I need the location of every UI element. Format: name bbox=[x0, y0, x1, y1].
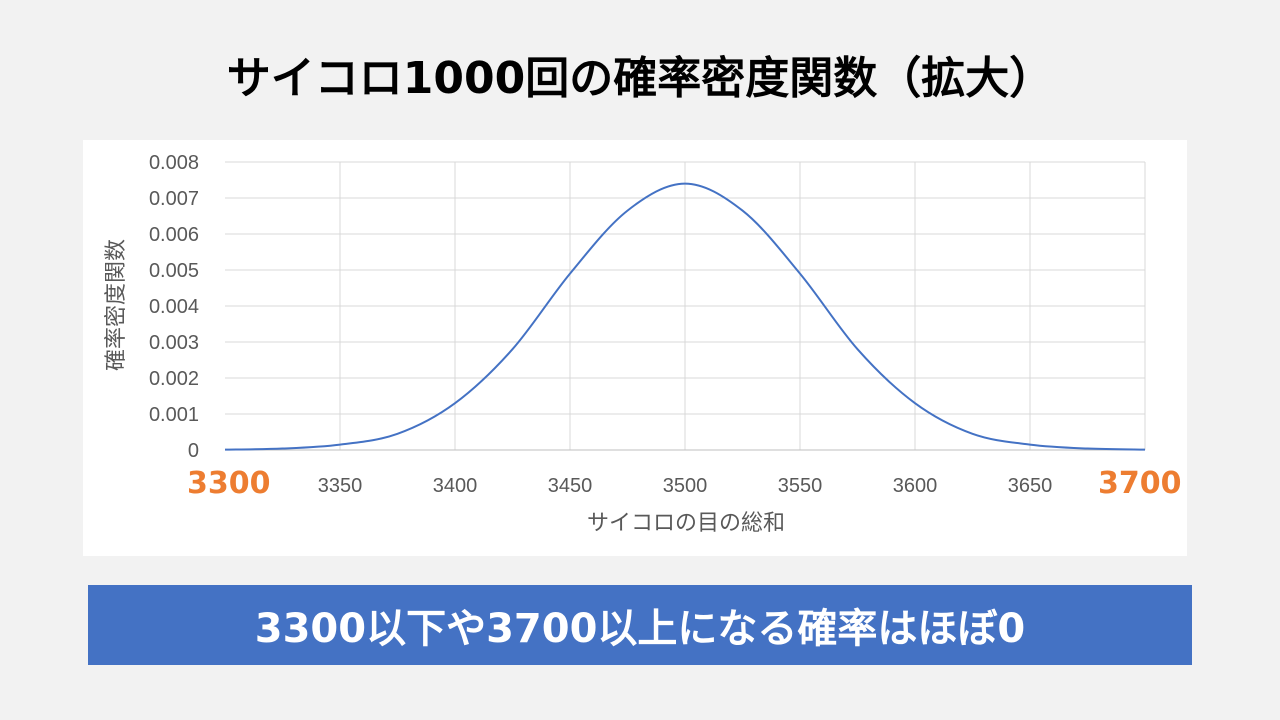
conclusion-banner: 3300以下や3700以上になる確率はほぼ0 bbox=[88, 585, 1192, 665]
x-tick-label: 3400 bbox=[433, 475, 478, 497]
density-curve bbox=[224, 182, 1146, 451]
y-tick-label: 0.008 bbox=[149, 152, 199, 174]
chart-svg: 330033503400345035003550360036503700 00.… bbox=[104, 152, 1168, 536]
y-tick-label: 0.005 bbox=[149, 260, 199, 282]
x-tick-label: 3650 bbox=[1008, 475, 1053, 497]
edge-label-left: 3300 bbox=[183, 462, 275, 506]
grid-layer bbox=[225, 161, 1146, 450]
y-tick-label: 0.003 bbox=[149, 332, 199, 354]
y-tick-label: 0.002 bbox=[149, 368, 199, 390]
y-tick-label: 0.006 bbox=[149, 224, 199, 246]
banner-text: 3300以下や3700以上になる確率はほぼ0 bbox=[254, 606, 1026, 652]
x-tick-label: 3550 bbox=[778, 475, 823, 497]
x-tick-labels: 330033503400345035003550360036503700 bbox=[203, 475, 1168, 497]
x-tick-label: 3450 bbox=[548, 475, 593, 497]
x-axis-title: サイコロの目の総和 bbox=[587, 511, 785, 536]
slide-title: サイコロ1000回の確率密度関数（拡大） bbox=[226, 53, 1054, 104]
x-tick-label: 3350 bbox=[318, 475, 363, 497]
line-layer bbox=[224, 182, 1146, 451]
x-tick-label: 3600 bbox=[893, 475, 938, 497]
y-tick-labels: 0 0.001 0.002 0.003 0.004 0.005 0.006 0.007 0.00… bbox=[149, 152, 199, 462]
y-axis-title: 確率密度関数 bbox=[104, 239, 129, 371]
y-tick-label: 0 bbox=[188, 440, 199, 462]
y-tick-label: 0.004 bbox=[149, 296, 199, 318]
x-tick-label: 3500 bbox=[663, 475, 708, 497]
edge-label-right: 3700 bbox=[1094, 462, 1186, 506]
y-tick-label: 0.001 bbox=[149, 404, 199, 426]
y-tick-label: 0.007 bbox=[149, 188, 199, 210]
